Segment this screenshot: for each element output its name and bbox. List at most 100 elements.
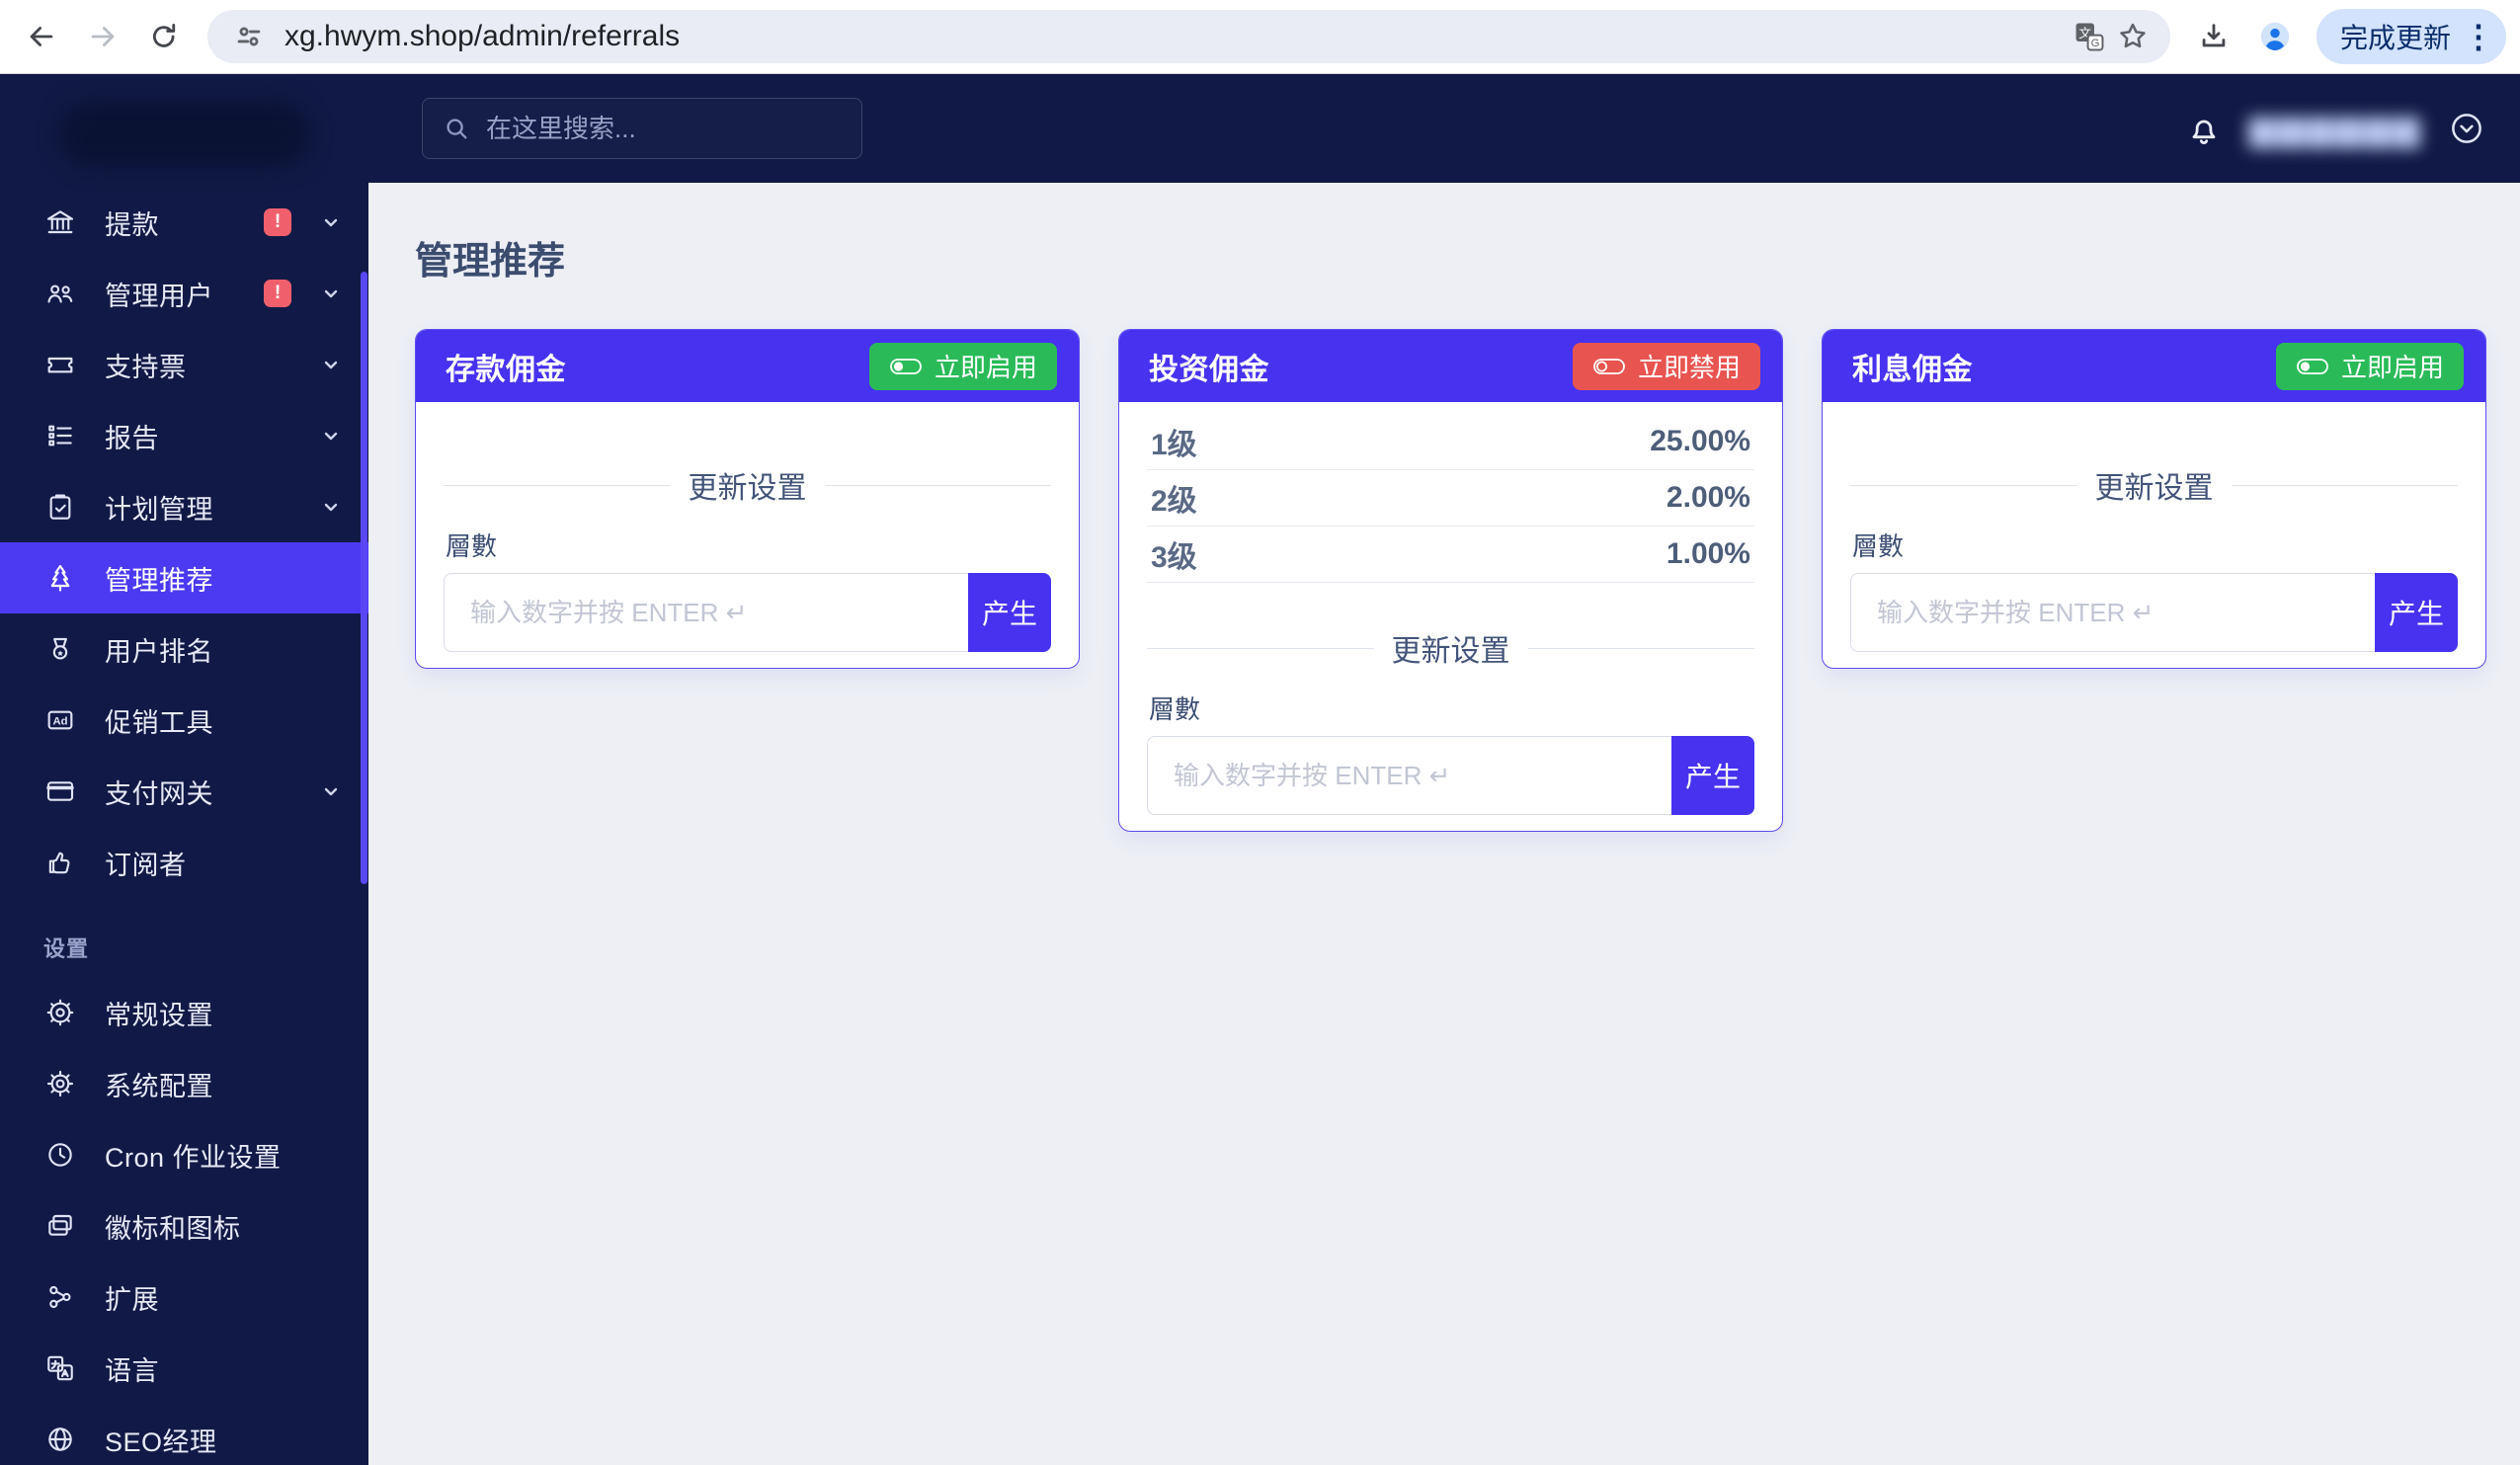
reload-icon[interactable] [136,9,192,64]
medal-icon [43,632,77,666]
commission-level-row: 2级 2.00% [1147,470,1754,527]
sidebar-item-extensions[interactable]: 扩展 [0,1262,368,1333]
sidebar-item-manage-referrals[interactable]: 管理推荐 [0,542,368,613]
level-label: 1级 [1151,429,1197,461]
sidebar-item-manage-users[interactable]: 管理用户! [0,258,368,329]
site-info-icon[interactable] [227,15,271,58]
sidebar-item-label: 扩展 [105,1284,159,1315]
sidebar-item-reports[interactable]: 报告 [0,400,368,471]
sidebar-section-label: 设置 [43,936,90,961]
chrome-update-button[interactable]: 完成更新 ⋮ [2316,9,2506,64]
translate-icon [43,1351,77,1385]
sidebar-item-label: 促销工具 [105,707,213,738]
svg-text:Ad: Ad [52,716,67,728]
forward-icon [75,9,130,64]
sidebar-nav: 提款! 管理用户! 支持票 报告 计划管理 管理推荐 用户排名 Ad 促销工具 支付网关 订阅者 设置… [0,187,368,1465]
level-value: 25.00% [1650,425,1750,457]
toggle-off-icon [2297,358,2328,374]
card-title: 利息佣金 [1852,353,1973,386]
search-icon [447,119,467,139]
commission-levels: 1级 25.00% 2级 2.00% 3级 1.00% [1147,402,1754,583]
ad-icon: Ad [43,703,77,737]
sidebar-item-support-tickets[interactable]: 支持票 [0,329,368,400]
levels-field-label: 層數 [1149,694,1201,724]
notifications-bell-icon[interactable] [2184,109,2224,148]
card-title: 投资佣金 [1149,353,1269,386]
bookmark-star-icon[interactable] [2111,15,2154,58]
chevron-down-icon [319,495,343,519]
sidebar-item-label: 计划管理 [105,494,213,525]
clock-icon [43,1138,77,1172]
chevron-down-icon [319,353,343,376]
user-name-blurred[interactable]: ▆▆▆▆▆▆ [2249,110,2422,147]
sidebar-item-promotion-tools[interactable]: Ad 促销工具 [0,685,368,756]
chevron-down-icon [319,424,343,448]
chevron-down-icon [319,210,343,234]
bank-icon [43,205,77,239]
sidebar-item-payment-gateways[interactable]: 支付网关 [0,756,368,827]
back-icon[interactable] [14,9,69,64]
sidebar-item-label: 徽标和图标 [105,1213,241,1244]
sidebar-item-label: 常规设置 [105,1000,213,1030]
sidebar-scrollbar[interactable] [361,272,367,884]
generate-button[interactable]: 产生 [2375,573,2458,652]
alert-badge: ! [264,208,291,236]
sidebar-item-label: 用户排名 [105,636,213,667]
update-settings-divider: 更新设置 [444,463,1051,507]
sidebar-item-logo-and-favicon[interactable]: 徽标和图标 [0,1190,368,1262]
generate-button[interactable]: 产生 [968,573,1051,652]
disable-now-button[interactable]: 立即禁用 [1572,342,1760,390]
search-box[interactable] [422,98,862,159]
url-text[interactable]: xg.hwym.shop/admin/referrals [285,20,681,52]
sidebar-item-label: 提款 [105,209,159,240]
nodes-icon [43,1280,77,1314]
level-value: 1.00% [1666,537,1750,570]
card-interest-commission: 利息佣金 立即启用 更新设置 層數 [1822,329,2486,669]
level-label: 2级 [1151,485,1197,518]
sidebar-item-plan-management[interactable]: 计划管理 [0,471,368,542]
sidebar-item-withdrawals[interactable]: 提款! [0,187,368,258]
action-label: 立即禁用 [1637,353,1741,382]
action-label: 立即启用 [2340,353,2444,382]
sidebar-item-language[interactable]: 语言 [0,1333,368,1404]
levels-number-input[interactable] [1850,573,2375,652]
sidebar-item-general-settings[interactable]: 常规设置 [0,977,368,1048]
sidebar-item-cron-job-settings[interactable]: Cron 作业设置 [0,1119,368,1190]
download-icon[interactable] [2186,9,2241,64]
profile-avatar-icon[interactable] [2247,9,2303,64]
browser-menu-icon[interactable]: ⋮ [2463,19,2494,54]
level-label: 3级 [1151,541,1197,574]
card-investment-commission: 投资佣金 立即禁用 1级 25.00% 2级 2.00% 3级 1.00% 更新设置 層數 [1118,329,1783,832]
sidebar-item-label: 报告 [105,423,159,453]
alert-badge: ! [264,280,291,307]
update-label: 完成更新 [2339,23,2451,53]
search-input[interactable] [486,113,842,144]
frames-icon [43,1209,77,1243]
sidebar-item-system-configuration[interactable]: 系统配置 [0,1048,368,1119]
sidebar-item-label: 支付网关 [105,778,213,809]
sidebar-item-user-ranking[interactable]: 用户排名 [0,613,368,685]
update-settings-label: 更新设置 [1391,635,1510,668]
generate-button[interactable]: 产生 [1671,736,1754,815]
chevron-down-icon [319,282,343,305]
account-chevron-down-icon[interactable] [2448,110,2485,147]
credit-card-icon [43,774,77,808]
clipboard-icon [43,490,77,524]
sidebar-item-seo-manager[interactable]: SEO经理 [0,1404,368,1465]
list-icon [43,419,77,452]
levels-number-input[interactable] [444,573,968,652]
gear-icon [43,1067,77,1100]
chevron-down-icon [319,779,343,803]
toggle-off-icon [890,358,922,374]
enable-now-button[interactable]: 立即启用 [2275,342,2464,390]
enable-now-button[interactable]: 立即启用 [868,342,1057,390]
levels-number-input[interactable] [1147,736,1671,815]
update-settings-divider: 更新设置 [1147,626,1754,670]
levels-field-label: 層數 [1852,531,1905,561]
sidebar-item-label: Cron 作业设置 [105,1142,282,1173]
sidebar-item-subscribers[interactable]: 订阅者 [0,827,368,898]
sidebar-item-label: 支持票 [105,352,187,382]
